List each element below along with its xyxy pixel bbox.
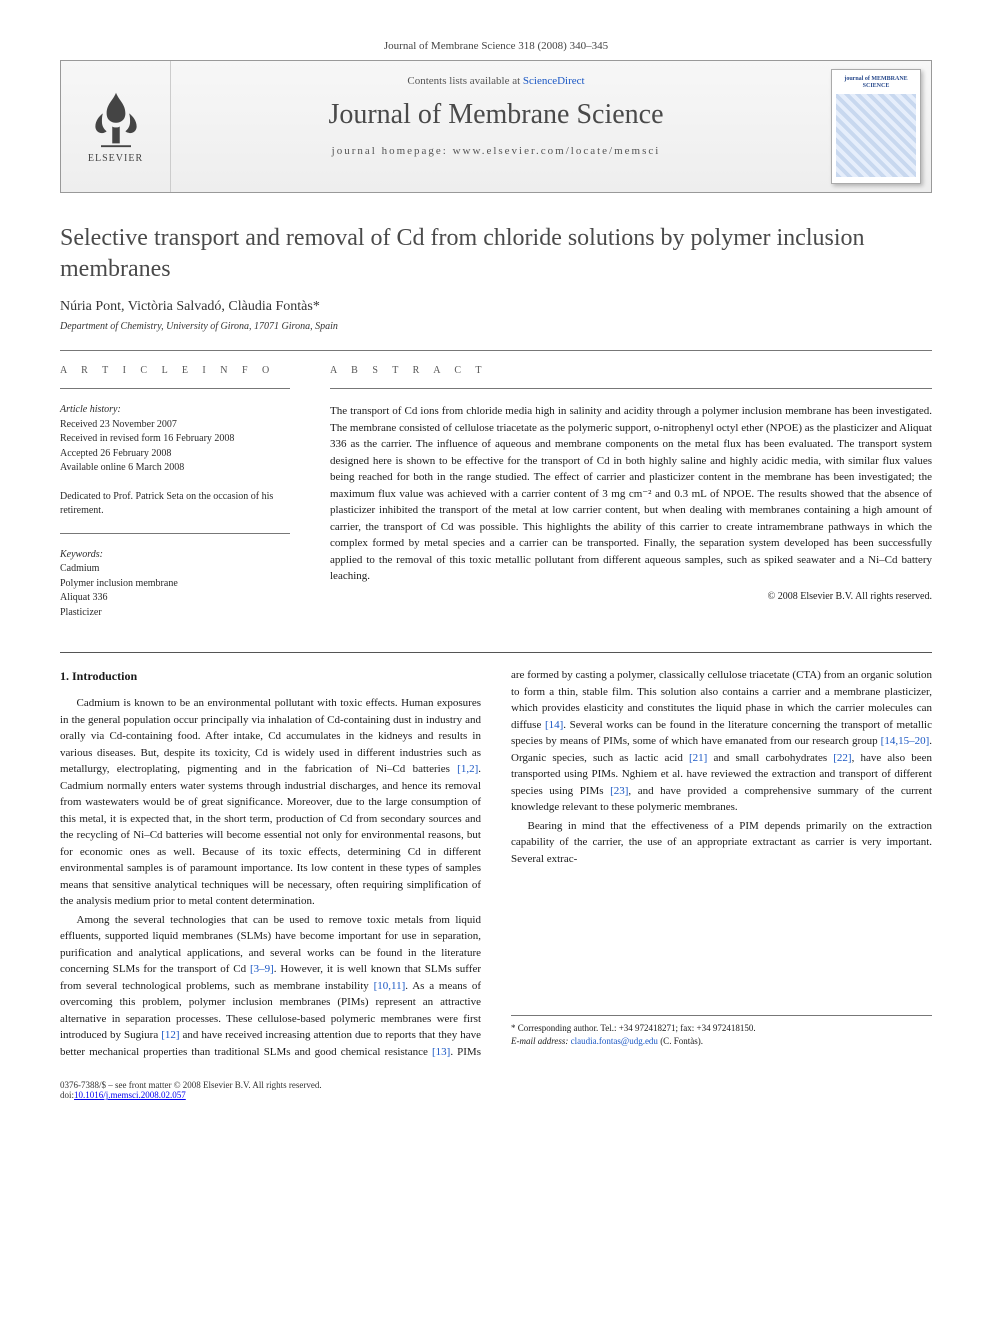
divider xyxy=(60,388,290,389)
history-line: Received 23 November 2007 xyxy=(60,418,290,433)
divider xyxy=(60,350,932,351)
divider xyxy=(60,652,932,653)
article-body: 1. Introduction Cadmium is known to be a… xyxy=(60,667,932,1060)
publisher-name: ELSEVIER xyxy=(88,153,143,164)
citation-link[interactable]: [1,2] xyxy=(457,763,478,775)
keyword: Cadmium xyxy=(60,562,290,577)
abstract-heading: A B S T R A C T xyxy=(330,365,932,376)
citation-link[interactable]: [12] xyxy=(161,1029,179,1041)
keyword: Plasticizer xyxy=(60,606,290,621)
citation-link[interactable]: [14,15–20] xyxy=(881,735,930,747)
abstract-text: The transport of Cd ions from chloride m… xyxy=(330,403,932,585)
corresponding-author-note: * Corresponding author. Tel.: +34 972418… xyxy=(511,1022,932,1035)
divider xyxy=(60,533,290,534)
citation-link[interactable]: [13] xyxy=(432,1046,450,1058)
cover-thumb-title: journal of MEMBRANE SCIENCE xyxy=(836,76,916,90)
body-text: . Cadmium normally enters water systems … xyxy=(60,763,481,907)
journal-cover-thumbnail: journal of MEMBRANE SCIENCE xyxy=(831,69,921,184)
doi-label: doi: xyxy=(60,1090,74,1100)
abstract-copyright: © 2008 Elsevier B.V. All rights reserved… xyxy=(330,591,932,602)
homepage-url: www.elsevier.com/locate/memsci xyxy=(453,145,661,157)
keywords-block: Keywords: Cadmium Polymer inclusion memb… xyxy=(60,548,290,621)
homepage-prefix: journal homepage: xyxy=(332,145,453,157)
body-text: Cadmium is known to be an environmental … xyxy=(60,697,481,775)
dedication-block: Dedicated to Prof. Patrick Seta on the o… xyxy=(60,490,290,519)
publisher-logo-block: ELSEVIER xyxy=(61,61,171,192)
body-paragraph: Bearing in mind that the effectiveness o… xyxy=(511,818,932,868)
email-suffix: (C. Fontàs). xyxy=(658,1036,703,1046)
author-affiliation: Department of Chemistry, University of G… xyxy=(60,321,932,332)
history-line: Available online 6 March 2008 xyxy=(60,461,290,476)
contents-available-line: Contents lists available at ScienceDirec… xyxy=(179,75,813,87)
article-history-block: Article history: Received 23 November 20… xyxy=(60,403,290,476)
running-head: Journal of Membrane Science 318 (2008) 3… xyxy=(60,40,932,52)
journal-homepage-line: journal homepage: www.elsevier.com/locat… xyxy=(179,145,813,157)
author-list: Núria Pont, Victòria Salvadó, Clàudia Fo… xyxy=(60,299,932,315)
page-footer: 0376-7388/$ – see front matter © 2008 El… xyxy=(60,1080,932,1100)
email-label: E-mail address: xyxy=(511,1036,571,1046)
divider xyxy=(330,388,932,389)
journal-masthead: ELSEVIER Contents lists available at Sci… xyxy=(60,60,932,193)
author-email-link[interactable]: claudia.fontas@udg.edu xyxy=(571,1036,658,1046)
journal-name: Journal of Membrane Science xyxy=(179,99,813,131)
footnotes-block: * Corresponding author. Tel.: +34 972418… xyxy=(511,1015,932,1047)
keywords-label: Keywords: xyxy=(60,548,290,563)
citation-link[interactable]: [23] xyxy=(610,785,628,797)
keyword: Polymer inclusion membrane xyxy=(60,577,290,592)
citation-link[interactable]: [10,11] xyxy=(374,980,406,992)
sciencedirect-link[interactable]: ScienceDirect xyxy=(523,75,585,87)
body-text: and small carbohydrates xyxy=(707,752,833,764)
front-matter-line: 0376-7388/$ – see front matter © 2008 El… xyxy=(60,1080,322,1090)
citation-link[interactable]: [3–9] xyxy=(250,963,274,975)
citation-link[interactable]: [21] xyxy=(689,752,707,764)
section-heading-intro: 1. Introduction xyxy=(60,667,481,685)
body-paragraph: Cadmium is known to be an environmental … xyxy=(60,695,481,910)
article-title: Selective transport and removal of Cd fr… xyxy=(60,223,932,285)
citation-link[interactable]: [22] xyxy=(833,752,851,764)
doi-link[interactable]: 10.1016/j.memsci.2008.02.057 xyxy=(74,1090,186,1100)
citation-link[interactable]: [14] xyxy=(545,719,563,731)
history-label: Article history: xyxy=(60,403,290,418)
article-info-heading: A R T I C L E I N F O xyxy=(60,365,290,376)
history-line: Accepted 26 February 2008 xyxy=(60,447,290,462)
keyword: Aliquat 336 xyxy=(60,591,290,606)
body-text: . Several works can be found in the lite… xyxy=(511,719,932,748)
contents-prefix: Contents lists available at xyxy=(407,75,522,87)
cover-thumb-art xyxy=(836,94,916,177)
elsevier-tree-icon xyxy=(86,89,146,149)
history-line: Received in revised form 16 February 200… xyxy=(60,432,290,447)
